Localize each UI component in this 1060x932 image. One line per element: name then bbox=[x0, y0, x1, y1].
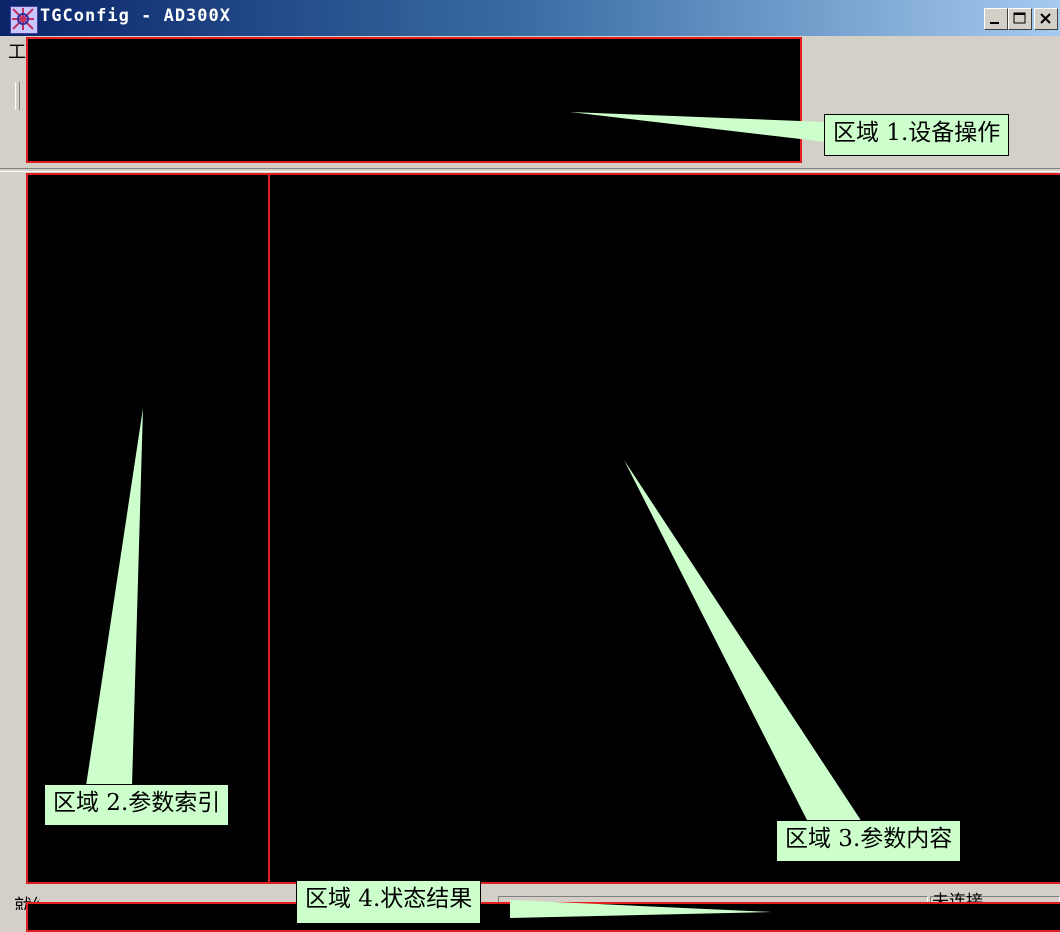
close-icon bbox=[1040, 13, 1051, 24]
status-pane-main bbox=[498, 896, 928, 904]
minimize-button[interactable] bbox=[984, 8, 1008, 30]
region-status-result bbox=[26, 902, 1060, 932]
callout-region-1: 区域 1.设备操作 bbox=[824, 114, 1010, 156]
status-connection-text: 未连接 bbox=[932, 892, 983, 902]
callout-region-4: 区域 4.状态结果 bbox=[296, 880, 482, 924]
maximize-button[interactable] bbox=[1008, 8, 1032, 30]
app-logo-icon[interactable] bbox=[10, 6, 38, 34]
region-parameter-content[interactable] bbox=[268, 173, 1060, 884]
close-button[interactable] bbox=[1034, 8, 1058, 30]
menu-item-tools[interactable]: 工 bbox=[8, 42, 26, 62]
title-bar[interactable] bbox=[0, 0, 1060, 36]
region-device-operations[interactable] bbox=[26, 37, 802, 163]
minimize-icon bbox=[990, 22, 999, 24]
callout-region-2: 区域 2.参数索引 bbox=[44, 784, 230, 826]
toolbar-separator bbox=[0, 168, 1060, 172]
toolbar-grip[interactable] bbox=[15, 82, 20, 110]
callout-region-3: 区域 3.参数内容 bbox=[776, 820, 962, 862]
maximize-icon bbox=[1013, 12, 1026, 24]
window-title: TGConfig - AD300X bbox=[40, 6, 231, 26]
region-parameter-index[interactable] bbox=[26, 173, 270, 884]
